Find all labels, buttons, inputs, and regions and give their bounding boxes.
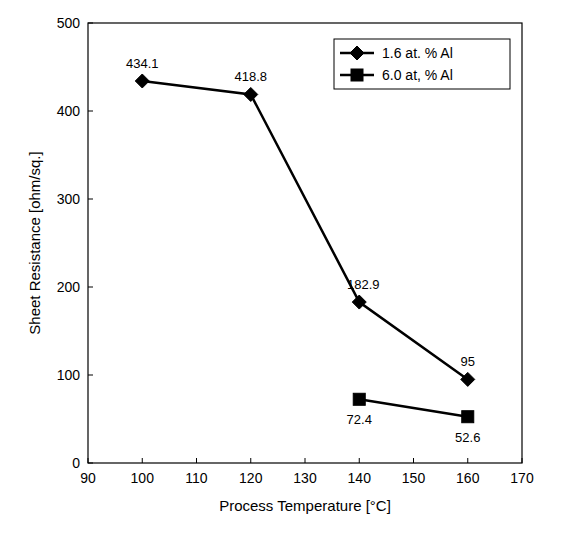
data-point: [353, 393, 365, 405]
x-tick-label: 110: [185, 470, 208, 486]
y-tick-label: 300: [57, 191, 81, 207]
x-tick-label: 170: [510, 470, 534, 486]
plot-frame: [88, 23, 522, 463]
x-tick: [142, 458, 143, 463]
legend-label: 1.6 at. % Al: [382, 45, 453, 61]
x-tick-label: 90: [80, 470, 96, 486]
x-tick: [359, 458, 360, 463]
x-tick: [88, 458, 89, 463]
x-tick: [522, 458, 523, 463]
x-tick-label: 120: [239, 470, 263, 486]
data-label: 182.9: [347, 277, 380, 292]
y-tick: [88, 375, 93, 376]
x-tick: [467, 458, 468, 463]
chart: 90 100 110 120 130 140 150 160 170 0 100 200 300 400 5…: [0, 0, 567, 544]
x-tick-label: 130: [293, 470, 317, 486]
x-axis-label: Process Temperature [°C]: [219, 497, 391, 514]
x-tick-label: 160: [456, 470, 480, 486]
legend-label: 6.0 at, % Al: [382, 67, 453, 83]
data-labels: 434.1 418.8 182.9 95 72.4 52.6: [126, 56, 480, 445]
series-line: [142, 81, 468, 379]
data-point: [461, 372, 475, 386]
x-tick: [196, 458, 197, 463]
series-line: [359, 399, 468, 416]
data-label: 434.1: [126, 56, 159, 71]
background: [0, 0, 567, 544]
y-tick: [88, 111, 93, 112]
y-tick: [88, 199, 93, 200]
y-axis-label: Sheet Resistance [ohm/sq.]: [26, 151, 43, 334]
y-tick-label: 0: [72, 455, 80, 471]
y-tick-label: 100: [57, 367, 81, 383]
data-point: [462, 411, 474, 423]
x-tick-label: 140: [348, 470, 372, 486]
data-label: 418.8: [234, 69, 267, 84]
legend-marker: [350, 46, 364, 60]
y-tick-label: 400: [57, 103, 81, 119]
data-point: [135, 74, 149, 88]
y-tick-label: 500: [57, 15, 81, 31]
data-label: 72.4: [347, 412, 372, 427]
x-tick-label: 150: [402, 470, 426, 486]
data-label: 95: [461, 354, 475, 369]
x-tick: [413, 458, 414, 463]
x-tick: [305, 458, 306, 463]
x-tick-label: 100: [131, 470, 155, 486]
x-tick: [250, 458, 251, 463]
data-point: [352, 295, 366, 309]
y-tick: [88, 23, 93, 24]
data-point: [244, 87, 258, 101]
y-tick-label: 200: [57, 279, 81, 295]
legend-marker: [351, 69, 363, 81]
y-tick: [88, 463, 93, 464]
legend: 1.6 at. % Al 6.0 at, % Al: [334, 39, 510, 89]
y-tick: [88, 287, 93, 288]
legend-box: [334, 39, 510, 89]
data-group: [135, 74, 475, 423]
data-label: 52.6: [455, 430, 480, 445]
